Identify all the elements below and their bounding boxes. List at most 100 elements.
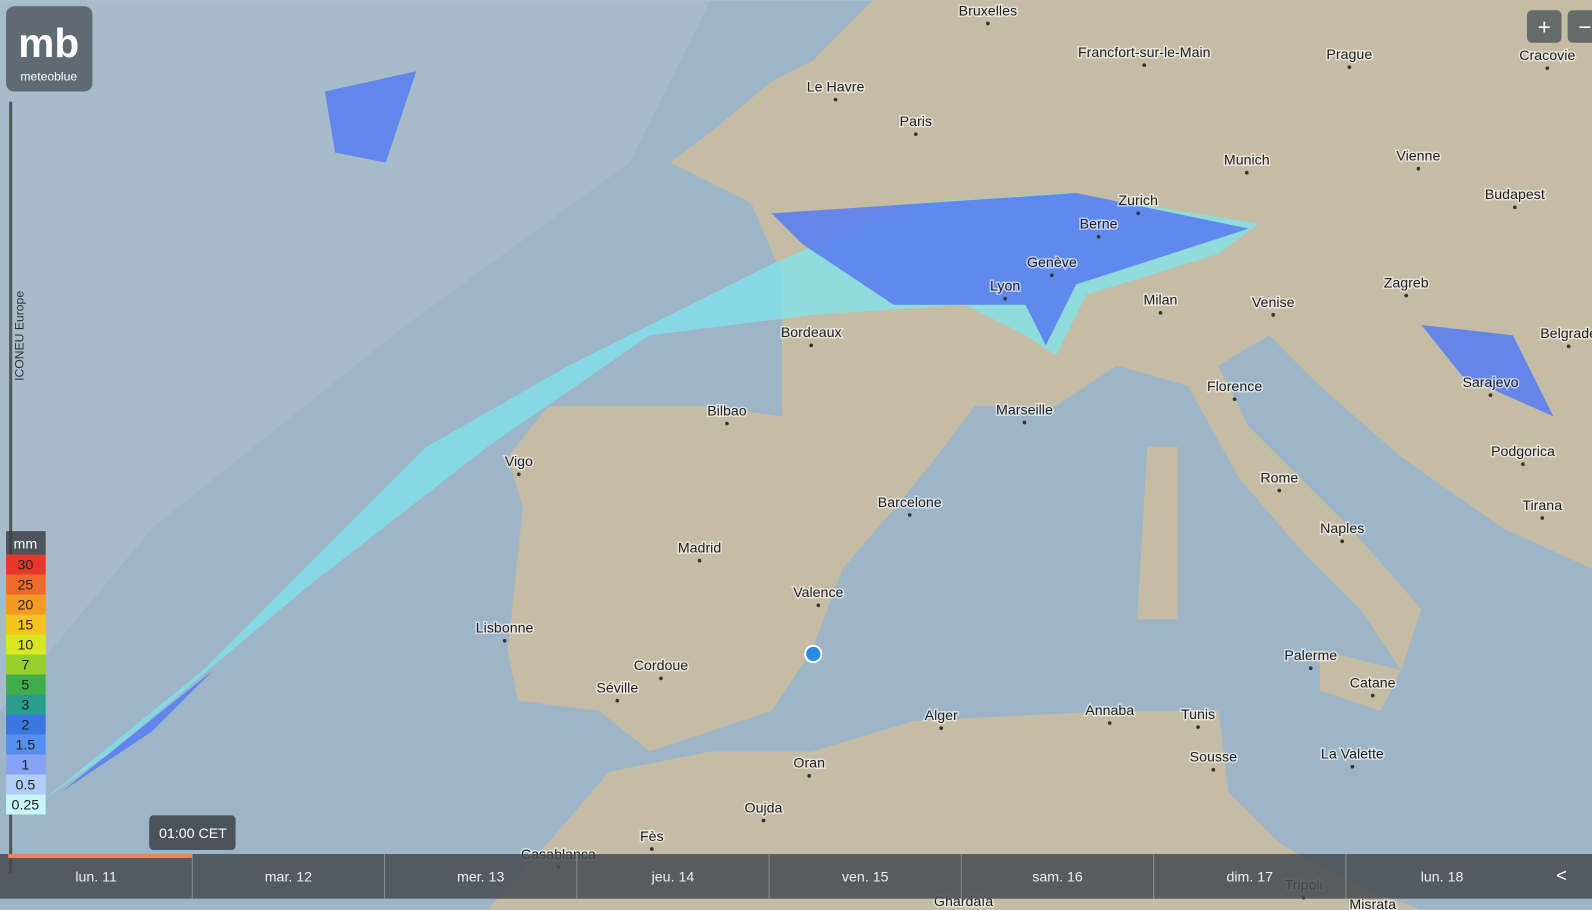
legend-label: 0.25 <box>12 798 40 814</box>
city-label[interactable]: Sousse <box>1188 748 1239 767</box>
city-dot <box>1158 311 1163 315</box>
city-label[interactable]: Zurich <box>1117 192 1160 211</box>
legend-label: 25 <box>17 578 33 594</box>
city-label[interactable]: Venise <box>1250 293 1296 312</box>
city-label[interactable]: Palerme <box>1283 647 1339 666</box>
city-label[interactable]: Milan <box>1142 291 1179 310</box>
city-label[interactable]: Bilbao <box>706 402 749 421</box>
city-label[interactable]: Budapest <box>1483 186 1546 205</box>
logo-mark: mb <box>18 20 79 66</box>
city-label[interactable]: Rome <box>1259 469 1300 488</box>
city-dot <box>1488 393 1493 397</box>
city-dot <box>1347 65 1352 69</box>
location-marker[interactable] <box>804 644 823 664</box>
city-label[interactable]: Naples <box>1319 520 1366 539</box>
city-label[interactable]: Paris <box>898 113 933 132</box>
city-label[interactable]: Catane <box>1348 674 1397 693</box>
city-label[interactable]: Le Havre <box>805 78 866 97</box>
city-label[interactable]: Tirana <box>1521 496 1564 515</box>
city-label[interactable]: Vienne <box>1395 147 1442 166</box>
city-label[interactable]: Tunis <box>1179 705 1216 724</box>
city-dot <box>516 472 521 477</box>
legend-swatch <box>6 794 46 815</box>
city-label[interactable]: Vigo <box>503 453 534 472</box>
city-label[interactable]: Barcelone <box>876 493 943 512</box>
city-label[interactable]: Bruxelles <box>957 2 1018 21</box>
city-label[interactable]: Oujda <box>743 799 784 818</box>
city-dot <box>939 726 944 730</box>
legend-label: 7 <box>21 658 29 674</box>
legend-label: 20 <box>17 598 33 614</box>
city-label[interactable]: Oran <box>792 754 827 773</box>
day-label[interactable]: ven. 15 <box>842 869 889 885</box>
day-label[interactable]: dim. 17 <box>1226 869 1273 885</box>
legend-label: 15 <box>17 618 33 634</box>
city-label[interactable]: Francfort-sur-le-Main <box>1076 43 1212 62</box>
city-dot <box>809 343 814 348</box>
legend-swatch <box>6 574 46 595</box>
city-label[interactable]: Prague <box>1325 46 1374 65</box>
city-label[interactable]: Genève <box>1025 254 1078 273</box>
legend-label: 10 <box>17 638 33 654</box>
legend-label: 3 <box>21 698 29 714</box>
city-label[interactable]: Alger <box>923 706 959 725</box>
city-label[interactable]: Fès <box>638 827 665 846</box>
city-label[interactable]: Misrata <box>1348 895 1398 910</box>
city-dot <box>1545 66 1550 70</box>
day-label[interactable]: lun. 11 <box>75 869 117 885</box>
timeline-progress <box>8 854 192 859</box>
legend-swatch <box>6 634 46 655</box>
city-label[interactable]: Bordeaux <box>779 324 843 343</box>
city-label[interactable]: Podgorica <box>1489 442 1556 461</box>
city-label[interactable]: Séville <box>595 679 640 698</box>
legend-swatch <box>6 614 46 635</box>
city-dot <box>1540 516 1545 520</box>
day-label[interactable]: mar. 12 <box>265 869 312 885</box>
city-label[interactable]: Cracovie <box>1518 47 1577 66</box>
city-label[interactable]: Sarajevo <box>1461 373 1520 392</box>
day-label[interactable]: jeu. 14 <box>651 869 695 885</box>
model-rule <box>9 101 13 874</box>
city-dot <box>1277 488 1282 493</box>
city-label[interactable]: Belgrade <box>1539 325 1592 344</box>
city-label[interactable]: Valence <box>792 584 845 603</box>
day-label[interactable]: sam. 16 <box>1032 869 1083 885</box>
timeline[interactable] <box>0 854 1592 899</box>
legend-swatch <box>6 754 46 775</box>
legend-unit: mm <box>14 536 38 552</box>
city-dot <box>725 421 729 426</box>
zoom-out-label: − <box>1578 15 1591 40</box>
city-dot <box>615 698 620 703</box>
city-label[interactable]: Lyon <box>988 277 1021 296</box>
day-label[interactable]: mer. 13 <box>457 869 504 885</box>
logo-box[interactable] <box>6 6 93 92</box>
day-label[interactable]: lun. 18 <box>1421 869 1464 885</box>
city-dot <box>1513 205 1517 210</box>
city-dot <box>816 603 821 608</box>
city-label[interactable]: Zagreb <box>1382 274 1430 293</box>
legend-swatch <box>6 594 46 615</box>
city-label[interactable]: Florence <box>1205 378 1263 397</box>
city-label[interactable]: Marseille <box>995 401 1055 420</box>
city-dot <box>1521 462 1525 466</box>
legend-label: 1.5 <box>16 738 36 754</box>
zoom-in[interactable] <box>1527 10 1562 43</box>
city-label[interactable]: Madrid <box>676 539 722 558</box>
city-label[interactable]: Berne <box>1078 215 1119 234</box>
city-label[interactable]: Munich <box>1222 151 1271 170</box>
zoom-in-label: + <box>1538 15 1551 40</box>
city-label[interactable]: La Valette <box>1319 745 1385 764</box>
city-label[interactable]: Lisbonne <box>474 619 535 638</box>
city-dot <box>1196 725 1200 729</box>
time-box <box>149 815 236 850</box>
city-dot <box>1271 313 1276 317</box>
rain-heavy <box>60 71 1554 793</box>
zoom-out[interactable] <box>1567 10 1592 43</box>
city-label[interactable]: Cordoue <box>632 657 690 676</box>
timeline-back[interactable]: < <box>1556 864 1567 885</box>
legend-swatch <box>6 714 46 735</box>
city-dot <box>697 558 702 563</box>
city-label[interactable]: Annaba <box>1084 701 1136 720</box>
